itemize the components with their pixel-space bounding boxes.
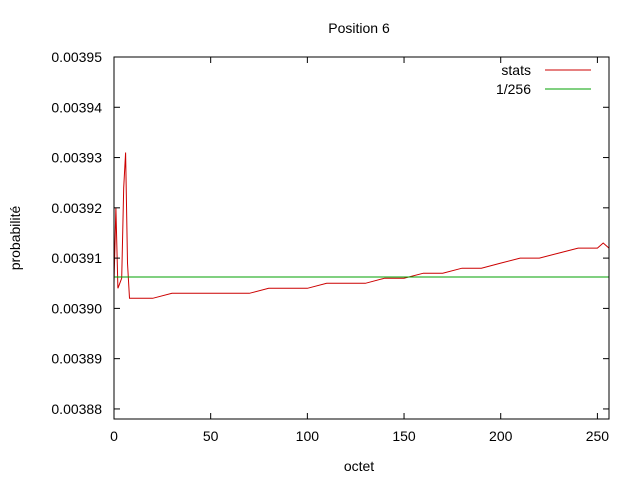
x-axis: 0 50 100 150 200 250 [110,57,609,444]
chart-title: Position 6 [328,20,390,36]
y-tick-label: 0.00389 [51,351,102,367]
x-tick-label: 0 [110,428,118,444]
plot-frame [113,56,610,420]
y-tick-label: 0.00391 [51,250,102,266]
plot-layer [113,152,610,299]
legend-label: stats [501,62,531,78]
y-tick-label: 0.00393 [51,150,102,166]
x-tick-label: 100 [296,428,320,444]
y-tick-label: 0.00388 [51,401,102,417]
y-tick-label: 0.00395 [51,49,102,65]
legend: stats 1/256 [496,62,591,97]
x-tick-label: 150 [392,428,416,444]
x-tick-label: 250 [586,428,610,444]
series-line-stats [113,152,610,299]
x-tick-label: 200 [489,428,513,444]
y-tick-label: 0.00394 [51,99,102,115]
y-tick-label: 0.00392 [51,200,102,216]
x-axis-label: octet [344,458,374,474]
y-tick-label: 0.00390 [51,300,102,316]
legend-label: 1/256 [496,81,531,97]
x-tick-label: 50 [203,428,219,444]
y-axis: 0.00388 0.00389 0.00390 0.00391 0.00392 0.003… [51,49,609,417]
y-axis-label: probabilité [7,205,23,270]
